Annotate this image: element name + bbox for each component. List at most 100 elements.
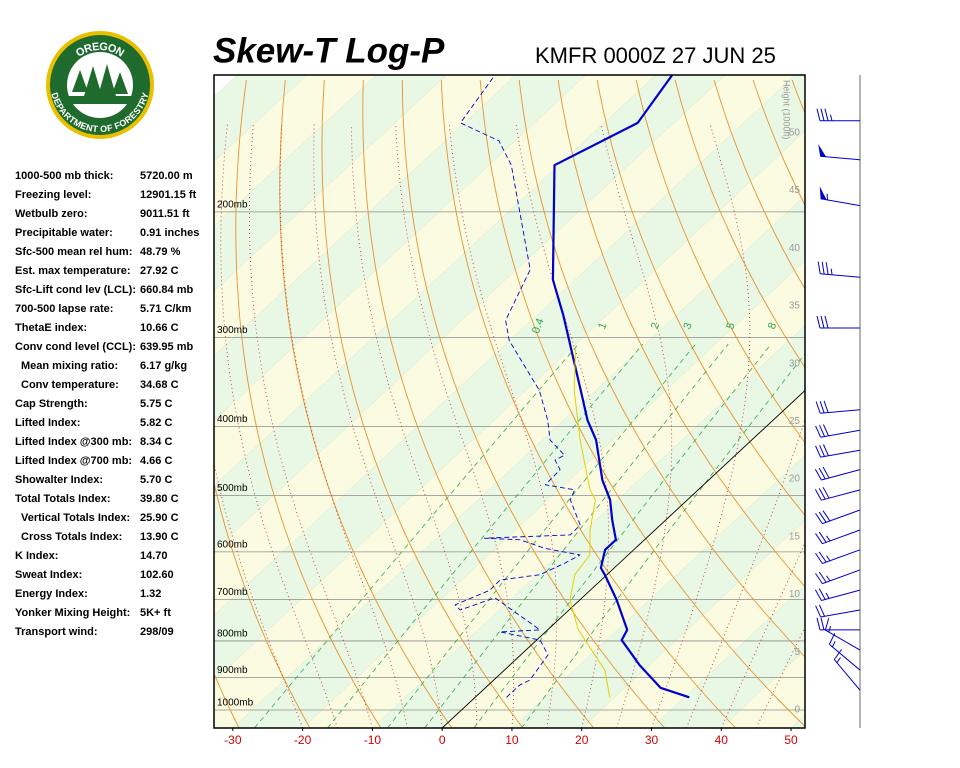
index-value: 639.95 mb	[140, 341, 193, 353]
index-label: 1000-500 mb thick:	[15, 170, 113, 182]
barb-feather	[820, 108, 825, 121]
x-tick-label: 20	[575, 733, 589, 747]
barb-feather	[820, 315, 825, 329]
y2-tick-label: 25	[789, 416, 801, 427]
barb-half	[836, 657, 841, 663]
index-value: 5.75 C	[140, 398, 172, 410]
index-label: Lifted Index @300 mb:	[15, 436, 132, 448]
indices: 1000-500 mb thick: 5720.00 m Freezing leve…	[15, 170, 199, 638]
y-tick-label: 700mb	[217, 587, 248, 598]
y-tick-label: 200mb	[217, 200, 248, 211]
barb-staff	[820, 409, 861, 414]
index-value: 4.66 C	[140, 455, 172, 467]
dry-adiabat	[752, 79, 805, 207]
index-value: 8.34 C	[140, 436, 172, 448]
barb-staff	[820, 155, 861, 161]
wind-barb	[828, 633, 861, 671]
x-tick-label: 30	[645, 733, 659, 747]
barb-feather	[818, 511, 827, 523]
logo-top: OREGON	[74, 41, 126, 60]
dry-adiabat	[831, 80, 960, 728]
y2-tick-label: 45	[789, 185, 801, 196]
dry-adiabat	[362, 79, 595, 728]
dry-adiabat	[635, 79, 805, 444]
index-label: Lifted Index:	[15, 417, 80, 429]
wind-barb	[817, 261, 861, 278]
dry-adiabat	[401, 79, 666, 728]
barb-feather	[818, 588, 826, 600]
barb-staff	[822, 569, 861, 585]
index-value: 25.90 C	[140, 512, 179, 524]
x-tick-label: 10	[505, 733, 519, 747]
wind-barb	[814, 466, 861, 481]
barb-feather	[814, 489, 822, 501]
barb-half	[826, 555, 831, 562]
barb-feather	[815, 573, 823, 584]
index-value: 1.32	[140, 588, 161, 600]
index-label: Precipitable water:	[15, 227, 113, 239]
wind-barb	[815, 604, 861, 618]
barb-staff	[821, 589, 861, 601]
y2-tick-label: 10	[789, 589, 801, 600]
x-tick-label: 50	[784, 733, 798, 747]
index-label: Showalter Index:	[15, 474, 103, 486]
barb-feather	[815, 605, 822, 618]
profile-line	[569, 349, 611, 698]
x-tick-label: -10	[364, 733, 382, 747]
dry-adiabat	[321, 79, 524, 728]
logo-top-text: OREGON	[74, 41, 126, 60]
barb-feather	[820, 617, 825, 631]
isotherm-band	[581, 519, 805, 728]
barb-feather	[819, 401, 825, 414]
wind-barb	[814, 588, 861, 601]
barb-staff	[822, 549, 861, 564]
dry-adiabat	[440, 79, 736, 728]
barb-half	[830, 114, 833, 121]
dry-adiabat	[518, 79, 805, 658]
mixing-ratio-label: 2	[649, 321, 662, 331]
moist-adiabat	[351, 124, 478, 728]
barb-feather	[815, 445, 822, 458]
barb-half	[830, 268, 833, 275]
index-label: Total Totals Index:	[15, 493, 111, 505]
wind-barb	[833, 649, 861, 691]
x-tick-label: 40	[715, 733, 729, 747]
isotherm-band	[720, 649, 805, 728]
plot-frame	[213, 74, 806, 729]
mixing-ratio-label: 5	[724, 321, 737, 331]
barb-half	[826, 575, 831, 582]
isotherm-band	[302, 260, 805, 728]
mixing-ratio-label: 3	[681, 321, 694, 331]
wind-barb	[815, 444, 861, 458]
dry-adiabat	[948, 80, 960, 728]
profile-line	[454, 75, 581, 698]
index-value: 10.66 C	[140, 322, 179, 334]
barb-staff	[821, 489, 861, 501]
index-label: Energy Index:	[15, 588, 88, 600]
wind-barb	[824, 618, 861, 651]
barb-feather	[814, 589, 822, 601]
wind-barb	[815, 400, 861, 414]
index-value: 660.84 mb	[140, 284, 193, 296]
barb-feather	[818, 551, 827, 563]
barb-feather	[823, 400, 829, 413]
index-label: K Index:	[15, 550, 58, 562]
barb-feather	[819, 425, 826, 437]
barb-feather	[815, 533, 823, 544]
wind-barbs	[814, 108, 861, 691]
chart-subtitle: KMFR 0000Z 27 JUN 25	[535, 43, 776, 68]
y-tick-label: 800mb	[217, 629, 248, 640]
moist-adiabat	[248, 124, 373, 728]
barb-feather	[818, 467, 826, 480]
dry-adiabat	[557, 79, 805, 588]
y2-tick-label: 50	[789, 127, 801, 138]
wind-barb	[819, 186, 861, 207]
mixing-ratio-line	[327, 343, 644, 728]
dry-adiabat	[279, 79, 453, 728]
index-label: Conv cond level (CCL):	[15, 341, 136, 353]
chart-title: Skew-T Log-P	[213, 31, 445, 70]
barb-feather	[833, 649, 842, 660]
wind-barb	[815, 549, 861, 564]
y2-axis-label: Height (1000ft)	[782, 80, 792, 140]
mixing-ratio-label: 1	[596, 321, 609, 331]
